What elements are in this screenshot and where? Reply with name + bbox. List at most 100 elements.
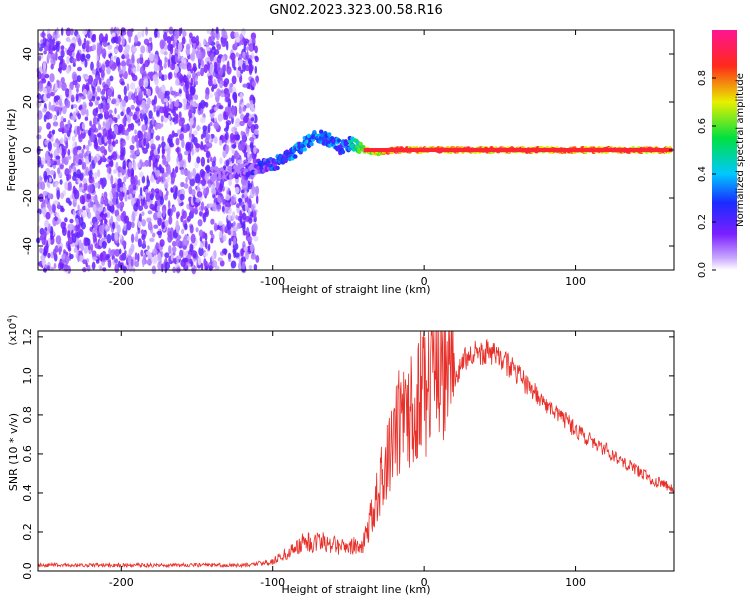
- noise-cell: [198, 246, 204, 257]
- noise-cell: [71, 71, 78, 81]
- noise-cell: [91, 68, 97, 75]
- noise-cell: [190, 233, 196, 244]
- noise-cell: [140, 45, 146, 54]
- colorbar-label: Normalized spectral amplitude: [735, 73, 746, 227]
- noise-cell: [93, 195, 98, 203]
- noise-cell: [43, 94, 48, 102]
- noise-cell: [105, 33, 108, 43]
- noise-cell: [199, 242, 204, 249]
- noise-cell: [169, 46, 174, 55]
- noise-cell: [98, 240, 102, 247]
- noise-cell: [147, 245, 150, 250]
- noise-cell: [239, 33, 243, 40]
- noise-cell: [164, 182, 169, 189]
- noise-cell: [131, 46, 138, 53]
- noise-cell: [250, 107, 256, 113]
- noise-cell: [238, 257, 242, 265]
- noise-cell: [100, 197, 104, 203]
- noise-cell: [206, 142, 211, 147]
- noise-cell: [246, 103, 251, 109]
- noise-cell: [170, 173, 176, 184]
- noise-cell: [155, 85, 160, 95]
- noise-cell: [182, 257, 188, 263]
- noise-cell: [139, 186, 143, 197]
- noise-cell: [52, 37, 55, 45]
- noise-cell: [174, 65, 180, 73]
- noise-cell: [241, 212, 247, 220]
- noise-cell: [216, 204, 222, 210]
- noise-cell: [48, 203, 51, 212]
- noise-cell: [59, 98, 62, 107]
- signal-cell: [340, 149, 346, 155]
- noise-cell: [217, 54, 224, 59]
- noise-cell: [123, 176, 127, 183]
- noise-cell: [222, 64, 227, 72]
- noise-cell: [53, 115, 56, 122]
- noise-cell: [205, 164, 211, 174]
- colorbar-tick-label: 0.2: [697, 214, 708, 230]
- snr-y-tick-label: 0.2: [21, 523, 34, 541]
- noise-cell: [87, 211, 92, 219]
- noise-cell: [137, 121, 141, 127]
- noise-cell: [143, 137, 147, 147]
- noise-cell: [156, 230, 163, 236]
- signal-core-cell: [605, 148, 607, 152]
- noise-cell: [65, 36, 71, 43]
- noise-cell: [159, 196, 165, 205]
- noise-cell: [138, 213, 142, 223]
- noise-cell: [196, 156, 201, 164]
- noise-cell: [221, 37, 227, 48]
- signal-core-cell: [661, 148, 663, 152]
- noise-cell: [161, 135, 165, 142]
- noise-cell: [207, 62, 210, 72]
- noise-cell: [180, 168, 186, 175]
- noise-cell: [231, 105, 237, 116]
- noise-cell: [175, 238, 181, 247]
- noise-cell: [76, 66, 83, 72]
- noise-cell: [92, 86, 95, 95]
- noise-cell: [240, 140, 245, 151]
- noise-cell: [171, 246, 177, 253]
- noise-cell: [46, 265, 50, 270]
- noise-cell: [104, 213, 108, 218]
- noise-cell: [208, 75, 212, 81]
- noise-cell: [136, 31, 142, 39]
- noise-cell: [168, 26, 174, 35]
- noise-cell: [52, 142, 58, 148]
- noise-cell: [78, 216, 84, 226]
- noise-cell: [174, 99, 179, 108]
- noise-cell: [211, 160, 216, 168]
- noise-cell: [114, 248, 120, 257]
- noise-cell: [110, 145, 114, 151]
- noise-cell: [141, 175, 146, 184]
- noise-cell: [235, 52, 239, 57]
- signal-cell: [302, 147, 307, 152]
- noise-cell: [46, 41, 49, 47]
- noise-cell: [210, 218, 215, 225]
- signal-core-cell: [552, 148, 554, 152]
- noise-cell: [183, 124, 187, 131]
- spectrogram-cells: [36, 26, 673, 275]
- noise-cell: [211, 188, 217, 195]
- noise-cell: [164, 56, 168, 64]
- noise-cell: [216, 43, 222, 51]
- noise-cell: [101, 180, 105, 190]
- noise-cell: [161, 263, 164, 273]
- noise-cell: [182, 128, 188, 133]
- signal-core-cell: [581, 148, 584, 152]
- noise-cell: [123, 129, 129, 136]
- noise-cell: [200, 67, 205, 77]
- noise-cell: [225, 207, 229, 214]
- noise-cell: [163, 109, 169, 118]
- snr-y-scale-exponent: 4: [6, 318, 14, 323]
- noise-cell: [185, 176, 188, 184]
- noise-cell: [98, 113, 104, 120]
- noise-cell: [107, 259, 112, 268]
- noise-cell: [131, 93, 136, 101]
- noise-cell: [207, 158, 210, 164]
- noise-cell: [84, 116, 89, 121]
- noise-cell: [191, 148, 195, 156]
- noise-cell: [183, 183, 189, 189]
- noise-cell: [244, 64, 250, 72]
